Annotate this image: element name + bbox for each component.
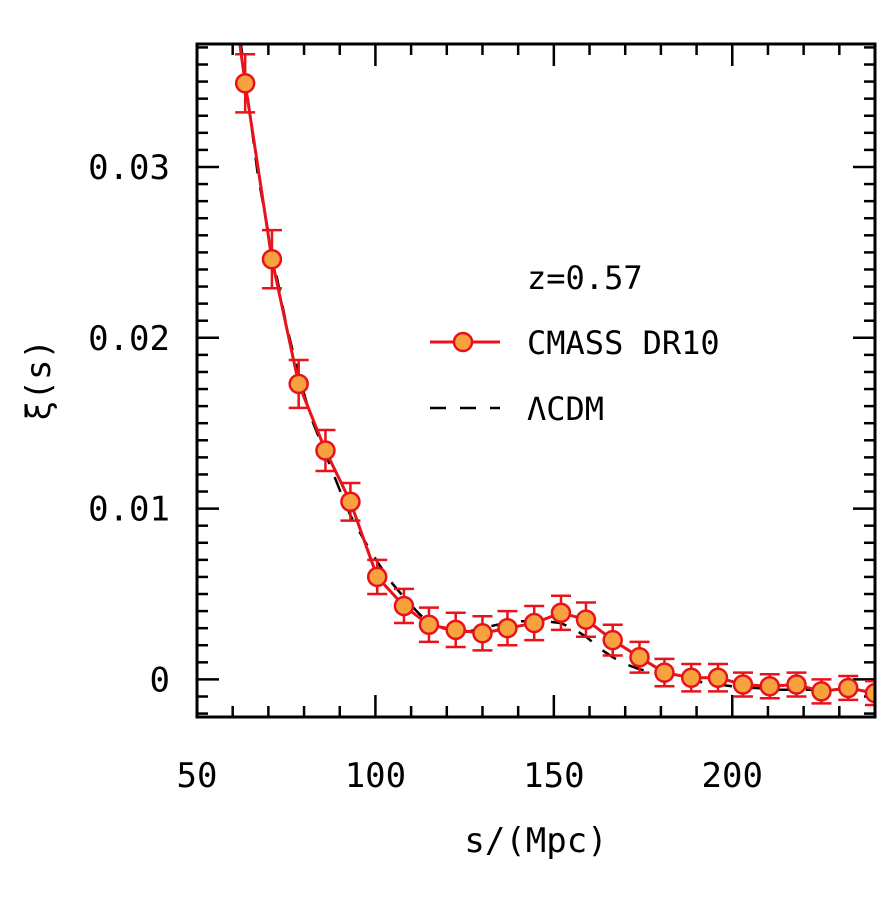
data-point: [418, 614, 440, 636]
legend: z=0.57 CMASS DR10 ΛCDM: [430, 259, 720, 428]
data-point: [680, 667, 702, 688]
plot-frame: [195, 42, 877, 719]
data-point: [786, 674, 807, 695]
redshift-annotation: z=0.57: [527, 259, 643, 297]
data-point: [315, 440, 336, 461]
plot-area: [234, 44, 875, 707]
y-tick-label: 0.01: [88, 490, 170, 530]
legend-data-label: CMASS DR10: [527, 324, 720, 362]
data-point: [288, 373, 309, 395]
x-tick-label: 100: [345, 756, 406, 796]
y-axis-label: ξ(s): [19, 339, 59, 421]
data-point: [366, 566, 388, 588]
x-tick-label: 150: [523, 756, 584, 796]
lcdm-model-line: [239, 44, 875, 691]
data-point: [445, 619, 466, 641]
data-point: [602, 629, 623, 651]
y-tick-label: 0.03: [88, 148, 170, 188]
data-point: [472, 623, 493, 644]
data-point: [837, 677, 859, 699]
data-markers: [234, 73, 875, 704]
data-point: [393, 595, 415, 617]
data-point: [654, 662, 675, 683]
data-point: [261, 248, 283, 270]
data-point: [759, 676, 780, 697]
data-point: [340, 491, 361, 513]
legend-model-label: ΛCDM: [527, 390, 604, 428]
data-point: [234, 73, 256, 94]
legend-data-marker: [452, 331, 474, 353]
y-tick-label: 0: [150, 660, 170, 700]
data-point: [732, 674, 754, 695]
data-point: [523, 612, 545, 634]
x-tick-label: 200: [702, 756, 763, 796]
x-tick-label: 50: [177, 756, 218, 796]
data-point: [864, 682, 875, 704]
data-point: [497, 617, 518, 639]
tick-labels: 50 100 150 200 0 0.01 0.02 0.03: [88, 148, 763, 796]
data-point: [629, 646, 650, 668]
y-tick-label: 0.02: [88, 319, 170, 359]
data-point: [707, 667, 729, 688]
data-point: [575, 609, 597, 630]
data-point: [550, 602, 572, 624]
x-axis-label: s/(Mpc): [464, 821, 607, 861]
data-point: [811, 681, 832, 702]
